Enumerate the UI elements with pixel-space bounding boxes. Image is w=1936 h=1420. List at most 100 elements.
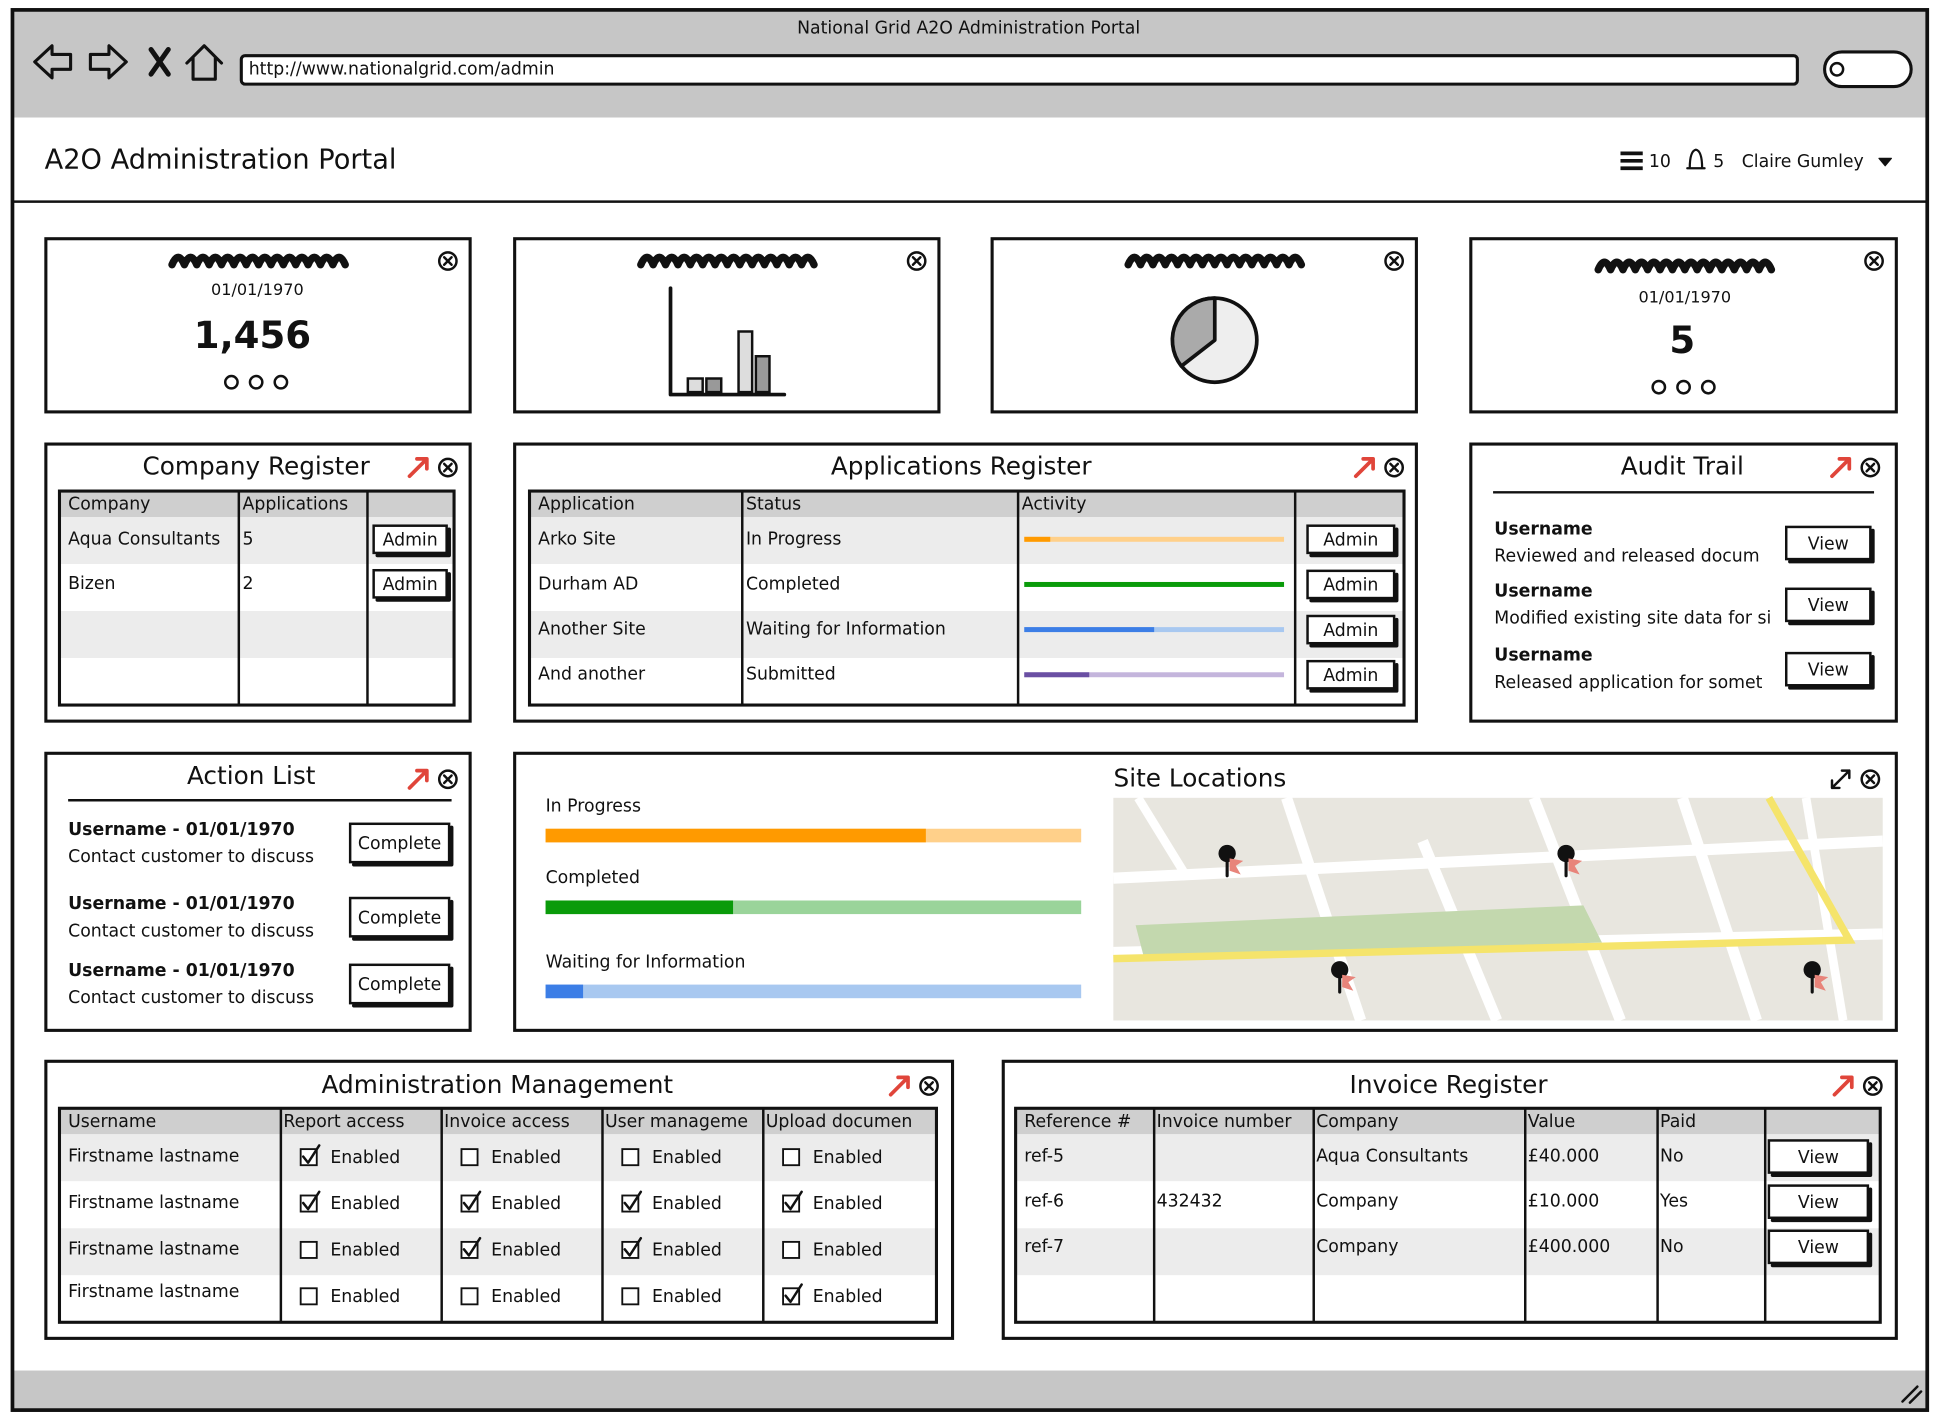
button-label[interactable]: Admin xyxy=(1323,666,1378,686)
button[interactable] xyxy=(1306,614,1396,645)
close-icon[interactable] xyxy=(906,251,927,271)
button[interactable] xyxy=(1767,1229,1870,1265)
cell: 432432 xyxy=(1157,1192,1223,1212)
button-label[interactable]: View xyxy=(1798,1193,1839,1213)
cell: Firstname lastname xyxy=(68,1147,239,1167)
app-title: A2O Administration Portal xyxy=(45,144,397,175)
button[interactable] xyxy=(1784,587,1872,623)
checkbox[interactable] xyxy=(782,1148,801,1167)
column-header: Applications xyxy=(243,495,349,515)
audit-text: Released application for somet xyxy=(1494,673,1762,693)
checkbox[interactable] xyxy=(299,1287,318,1306)
company-table-frame xyxy=(57,489,456,707)
button[interactable] xyxy=(1767,1184,1870,1219)
pager-dot[interactable] xyxy=(1651,379,1667,395)
close-icon[interactable] xyxy=(1384,457,1405,478)
user-name[interactable]: Claire Gumley xyxy=(1742,152,1864,172)
close-icon[interactable] xyxy=(437,769,458,790)
button[interactable] xyxy=(348,896,451,938)
button[interactable] xyxy=(372,568,448,599)
checkbox[interactable] xyxy=(782,1240,801,1259)
button[interactable] xyxy=(372,524,448,555)
map-pin-head[interactable] xyxy=(1331,961,1349,979)
checkbox[interactable] xyxy=(782,1194,801,1213)
activity-bar xyxy=(1024,627,1155,633)
back-button xyxy=(33,44,73,80)
button[interactable] xyxy=(1784,525,1872,561)
pager-dot[interactable] xyxy=(248,374,264,390)
checkbox[interactable] xyxy=(299,1240,318,1259)
checkbox[interactable] xyxy=(621,1240,640,1259)
button-label[interactable]: View xyxy=(1798,1238,1839,1258)
map-pin-head[interactable] xyxy=(1803,961,1821,979)
pager-dot[interactable] xyxy=(223,374,239,390)
pager-dot[interactable] xyxy=(273,374,289,390)
button-shadow xyxy=(1770,1232,1873,1268)
activity-bar xyxy=(1024,536,1051,542)
close-icon[interactable] xyxy=(437,251,458,271)
checkbox[interactable] xyxy=(299,1194,318,1213)
audit-user: Username xyxy=(1494,519,1592,539)
cell: Bizen xyxy=(68,574,115,594)
close-icon-x xyxy=(1869,256,1880,266)
checkbox-label: Enabled xyxy=(491,1194,561,1214)
button-label[interactable]: Admin xyxy=(1323,531,1378,551)
close-icon[interactable] xyxy=(1860,457,1881,478)
checkbox[interactable] xyxy=(460,1287,479,1306)
button[interactable] xyxy=(1306,524,1396,555)
checkbox[interactable] xyxy=(621,1287,640,1306)
cell: £40.000 xyxy=(1528,1147,1600,1167)
checkbox[interactable] xyxy=(782,1287,801,1306)
button-label[interactable]: View xyxy=(1808,596,1849,616)
map-pin-head[interactable] xyxy=(1218,844,1236,863)
panel-title: Invoice Register xyxy=(1350,1070,1549,1099)
button-label[interactable]: View xyxy=(1798,1148,1839,1168)
checkmark xyxy=(301,1190,321,1211)
checkbox[interactable] xyxy=(460,1240,479,1259)
pager-dot[interactable] xyxy=(1700,379,1716,395)
applications-table-row xyxy=(529,611,1405,659)
audit-user: Username xyxy=(1494,581,1592,601)
activity-bar xyxy=(1024,581,1285,587)
button[interactable] xyxy=(1306,659,1396,690)
user-menu-caret xyxy=(1878,157,1892,167)
checkbox[interactable] xyxy=(621,1148,640,1167)
checkbox-label: Enabled xyxy=(330,1148,400,1168)
button-shadow xyxy=(1770,1187,1873,1223)
button[interactable] xyxy=(1767,1139,1870,1174)
checkbox[interactable] xyxy=(460,1148,479,1167)
button-shadow xyxy=(1309,572,1399,603)
kpi-date: 01/01/1970 xyxy=(1638,288,1731,307)
button[interactable] xyxy=(348,822,451,864)
close-icon[interactable] xyxy=(437,457,458,478)
cell: Arko Site xyxy=(538,529,616,549)
close-icon[interactable] xyxy=(1864,251,1884,271)
map-pin-head[interactable] xyxy=(1557,844,1575,863)
button[interactable] xyxy=(348,963,451,1005)
audit-text: Modified existing site data for si xyxy=(1494,608,1771,628)
pager-dot[interactable] xyxy=(1676,379,1691,395)
button-label[interactable]: Complete xyxy=(358,834,441,854)
checkbox[interactable] xyxy=(621,1194,640,1213)
column-header: Paid xyxy=(1660,1112,1696,1132)
admin-table-header xyxy=(59,1108,937,1135)
button-label[interactable]: Admin xyxy=(1323,576,1378,596)
button-label[interactable]: View xyxy=(1808,534,1849,554)
close-icon[interactable] xyxy=(1862,1076,1883,1096)
close-icon[interactable] xyxy=(1384,251,1405,271)
close-icon[interactable] xyxy=(919,1076,939,1096)
button[interactable] xyxy=(1306,569,1396,600)
button-label[interactable]: Complete xyxy=(358,975,441,995)
notification-count: 5 xyxy=(1713,152,1724,172)
close-icon[interactable] xyxy=(1860,769,1881,790)
button[interactable] xyxy=(1784,651,1872,687)
checkbox[interactable] xyxy=(299,1148,318,1167)
checkbox[interactable] xyxy=(460,1194,479,1213)
button-label[interactable]: Complete xyxy=(358,908,441,928)
button-label[interactable]: View xyxy=(1808,660,1849,680)
progress-track xyxy=(545,984,1082,999)
button-label[interactable]: Admin xyxy=(1323,621,1378,641)
button-label[interactable]: Admin xyxy=(383,531,438,551)
button-label[interactable]: Admin xyxy=(383,575,438,595)
address-bar xyxy=(239,54,1799,86)
